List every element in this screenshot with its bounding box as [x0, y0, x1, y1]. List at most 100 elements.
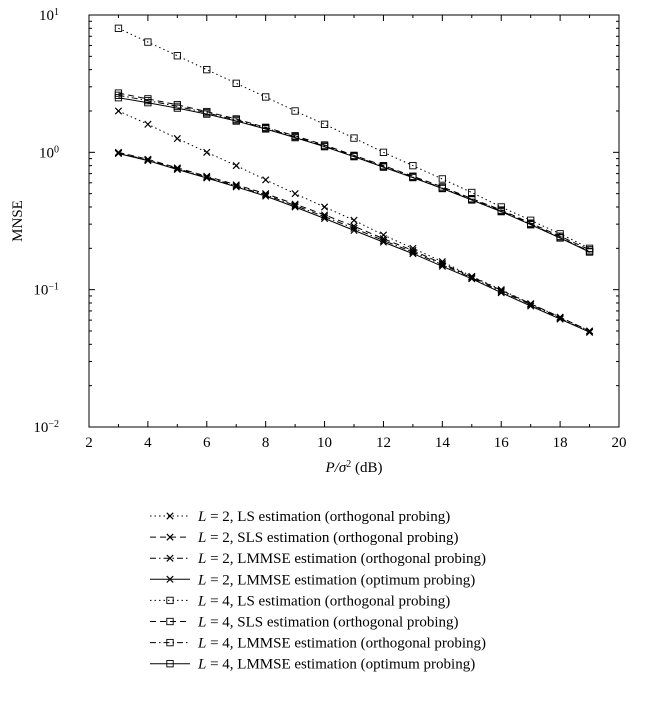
legend-marker — [166, 533, 174, 541]
series-line — [118, 152, 590, 333]
x-tick-label: 20 — [612, 435, 627, 451]
legend-label: L = 4, LS estimation (orthogonal probing… — [197, 593, 450, 609]
legend-label: L = 2, SLS estimation (orthogonal probin… — [197, 530, 459, 546]
y-tick-label: 100 — [39, 144, 59, 162]
x-tick-label: 12 — [376, 435, 391, 451]
data-point — [262, 93, 270, 101]
data-point — [438, 175, 446, 183]
data-point — [114, 94, 123, 102]
data-point — [203, 173, 211, 181]
legend-marker — [166, 617, 174, 626]
series-line — [118, 97, 590, 253]
legend-label: L = 4, LMMSE estimation (orthogonal prob… — [197, 636, 486, 652]
data-point — [114, 24, 123, 32]
data-point — [232, 79, 240, 87]
x-tick-label: 14 — [435, 435, 451, 451]
legend-entry: L = 2, SLS estimation (orthogonal probin… — [150, 530, 459, 546]
data-point — [409, 249, 417, 258]
data-point — [173, 104, 181, 112]
data-point — [232, 117, 240, 125]
data-point — [585, 328, 594, 336]
x-axis-label: P/σ2 (dB) — [325, 459, 383, 477]
legend-marker — [166, 575, 174, 583]
data-point — [409, 173, 417, 182]
data-point — [497, 289, 505, 297]
x-tick-label: 4 — [144, 435, 152, 451]
series-line — [118, 151, 590, 332]
legend-marker — [166, 638, 174, 647]
data-point — [144, 120, 152, 128]
legend-entry: L = 2, LS estimation (orthogonal probing… — [150, 509, 450, 525]
x-tick-label: 18 — [553, 435, 568, 451]
x-tick-label: 10 — [317, 435, 332, 451]
series-line — [118, 110, 590, 332]
axis-ticks — [88, 14, 620, 428]
series-3 — [114, 149, 594, 336]
x-axis-label-sup: 2 — [346, 459, 351, 470]
data-point — [527, 302, 535, 310]
x-tick-label: 16 — [494, 435, 510, 451]
data-point — [468, 273, 476, 281]
series-5 — [114, 24, 594, 252]
legend-label: L = 2, LMMSE estimation (orthogonal prob… — [197, 551, 486, 567]
data-point — [379, 163, 388, 171]
legend: L = 2, LS estimation (orthogonal probing… — [150, 509, 486, 673]
data-point — [291, 190, 299, 198]
data-point — [173, 165, 181, 174]
series-line — [118, 153, 590, 333]
legend-label: L = 4, LMMSE estimation (optimum probing… — [197, 657, 475, 673]
series-2 — [114, 148, 594, 335]
data-point — [262, 125, 270, 133]
legend-label: L = 4, SLS estimation (orthogonal probin… — [197, 615, 459, 631]
y-axis-label: MNSE — [10, 200, 26, 242]
data-point — [203, 148, 211, 156]
data-point — [350, 216, 358, 224]
y-tick-label: 10−1 — [33, 281, 59, 299]
data-point — [468, 275, 476, 283]
data-point — [468, 196, 476, 204]
legend-marker — [166, 512, 174, 520]
data-point — [114, 107, 123, 115]
data-point — [350, 153, 358, 161]
data-point — [320, 214, 329, 223]
legend-entry: L = 2, LMMSE estimation (optimum probing… — [150, 572, 475, 588]
tick-labels: 2 4 6 8 10 12 14 16 18 20 10−2 10−1 100 101 — [33, 7, 626, 452]
data-point — [203, 174, 211, 182]
data-point — [173, 134, 181, 143]
x-axis-label-unit: (dB) — [351, 460, 382, 476]
legend-entry: L = 4, LS estimation (orthogonal probing… — [150, 593, 450, 609]
data-point — [379, 238, 388, 246]
data-point — [232, 162, 240, 170]
x-tick-label: 6 — [203, 435, 211, 451]
series-line — [118, 92, 590, 251]
data-point — [114, 149, 123, 158]
data-point — [409, 161, 417, 170]
x-axis-label-main: P/σ — [325, 460, 347, 476]
data-point — [556, 234, 564, 242]
series-line — [118, 27, 590, 249]
data-point — [497, 207, 505, 216]
data-point — [585, 327, 594, 335]
data-point — [144, 157, 152, 165]
data-point — [379, 148, 388, 156]
data-point — [173, 52, 181, 60]
data-point — [438, 262, 446, 270]
x-tick-label: 8 — [262, 435, 270, 451]
data-point — [144, 99, 152, 107]
data-point — [262, 192, 270, 200]
y-tick-label: 10−2 — [33, 419, 59, 437]
data-point — [468, 188, 476, 197]
legend-label: L = 2, LS estimation (orthogonal probing… — [197, 509, 450, 525]
data-point — [350, 134, 358, 142]
data-point — [291, 133, 299, 142]
series-8 — [114, 94, 594, 256]
data-point — [232, 183, 240, 191]
series-line — [118, 94, 590, 252]
data-point — [527, 221, 535, 229]
data-point — [320, 120, 329, 128]
data-point — [291, 107, 299, 115]
legend-entry: L = 4, SLS estimation (orthogonal probin… — [150, 615, 459, 631]
series-1 — [114, 107, 594, 335]
data-point — [438, 184, 446, 193]
data-point — [585, 248, 594, 256]
